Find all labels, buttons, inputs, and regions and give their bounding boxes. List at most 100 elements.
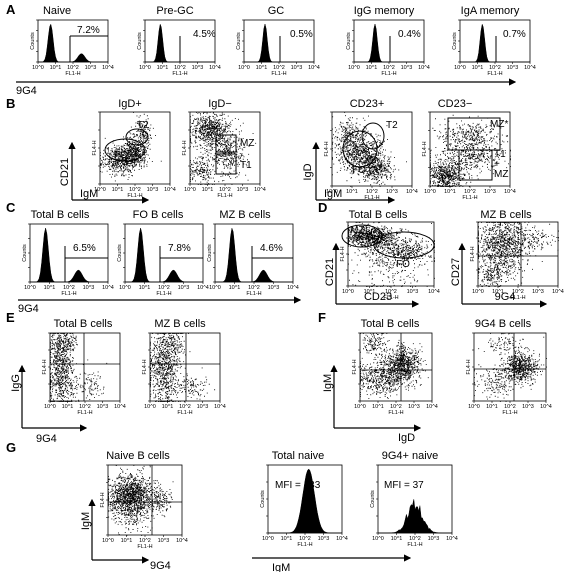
panel-b-left-x-label: IgM [80,188,98,200]
x-axis-small-label: FL1-H [127,193,142,199]
y-axis-small-label: Counts [236,32,242,50]
x-tick-label: 10^0 [94,187,106,193]
panel-letter-c: C [6,200,16,215]
gate-label-plus: + [494,159,500,170]
x-tick-label: 10^2 [409,536,421,542]
x-axis-small-label: FL1-H [61,291,76,297]
x-tick-label: 10^3 [158,538,170,544]
gate-fo [104,138,146,162]
x-tick-label: 10^2 [179,404,191,410]
panel-b-title-3: CD23+ [350,98,385,110]
plot-frame [243,19,315,63]
x-tick-label: 10^0 [44,404,56,410]
x-tick-label: 10^2 [299,536,311,542]
x-tick-label: 10^1 [391,536,403,542]
x-tick-label: 10^3 [192,65,204,71]
x-tick-label: 10^0 [342,289,354,295]
panel-e: Total B cells 10^0 10^1 10^2 10^3 10^4 FL1-H F… [10,318,226,445]
histogram-fill [125,227,203,283]
x-tick-label: 10^1 [112,187,124,193]
histogram-fill [268,468,342,534]
gate-label-fo: FO [352,165,366,176]
histogram: 10^0 10^1 10^2 10^3 10^4 FL1-H Counts [22,223,114,297]
panel-a: Naive 10^0 10^1 10^2 10^3 10^4 FL1-H Counts 7.… [16,5,536,97]
x-axis-small-label: FL1-H [177,410,192,416]
scatter-dots [150,333,216,402]
x-axis-small-label: FL1-H [487,71,502,77]
gate-label-mz: MZ [240,138,254,149]
gate-label-t1: T1 [494,149,506,160]
y-axis-small-label: FL4-H [182,140,188,155]
x-tick-label: 10^0 [102,538,114,544]
gate-t2 [125,128,149,146]
x-tick-label: 10^1 [472,65,484,71]
histogram: 10^0 10^1 10^2 10^3 10^4 FL1-H Counts [346,19,430,77]
panel-a-title-3: GC [268,5,285,17]
x-tick-label: 10^1 [157,65,169,71]
y-axis-small-label: FL4-H [470,246,476,261]
y-axis-small-label: FL4-H [142,359,148,374]
x-tick-label: 10^1 [372,404,384,410]
mfi-label-1: MFI = 133 [275,480,321,491]
panel-e-title-1: Total B cells [54,318,113,330]
panel-f-y-label: IgM [322,374,334,392]
scatter-plot: 10^0 10^1 10^2 10^3 10^4 FL1-H FL4-H [324,111,418,201]
x-tick-label: 10^2 [158,285,170,291]
percent-label: 7.8% [168,243,191,254]
panel-b-right-x-label: IgM [324,188,342,200]
x-tick-label: 10^1 [256,65,268,71]
panel-b-title-4: CD23− [438,98,473,110]
panel-d-title-2: MZ B cells [480,209,532,221]
panel-a-title-5: IgA memory [461,5,520,17]
scatter-dots [108,465,174,536]
panel-g: Naive B cells 10^0 10^1 10^2 10^3 10^4 FL1-H F… [80,450,458,572]
x-tick-label: 10^1 [44,285,56,291]
x-tick-label: 10^4 [102,65,114,71]
x-tick-label: 10^0 [144,404,156,410]
x-tick-label: 10^3 [85,65,97,71]
x-axis-small-label: FL1-H [77,410,92,416]
gate-t2 [361,122,385,150]
x-axis-small-label: FL1-H [502,410,517,416]
x-axis-small-label: FL1-H [510,295,525,301]
y-axis-small-label: Counts [30,32,36,50]
scatter-plot: 10^0 10^1 10^2 10^3 10^4 FL1-H FL4-H [100,464,188,550]
panel-e-x-label: 9G4 [36,433,57,445]
x-tick-label: 10^0 [454,65,466,71]
panel-a-big-axis-label: 9G4 [16,85,37,97]
x-tick-label: 10^2 [366,189,378,195]
x-tick-label: 10^2 [504,404,516,410]
y-axis-small-label: Counts [207,244,213,262]
x-axis-small-label: FL1-H [156,291,171,297]
x-tick-label: 10^1 [444,189,456,195]
x-tick-label: 10^2 [174,65,186,71]
x-axis-small-label: FL1-H [383,295,398,301]
x-tick-label: 10^0 [24,285,36,291]
x-tick-label: 10^3 [386,189,398,195]
y-axis-small-label: Counts [370,490,376,508]
gate-t1 [215,153,237,175]
scatter-dots [50,333,108,402]
x-tick-label: 10^2 [67,65,79,71]
x-tick-label: 10^4 [406,189,418,195]
x-tick-label: 10^3 [197,404,209,410]
x-tick-label: 10^1 [139,285,151,291]
percent-label: 4.5% [193,29,216,40]
x-tick-label: 10^4 [446,536,458,542]
gate-label-fo: FO [114,150,128,161]
histogram: 10^0 10^1 10^2 10^3 10^4 FL1-H Counts [117,223,209,297]
panel-e-y-label: IgG [10,374,22,392]
x-tick-label: 10^3 [407,289,419,295]
y-axis-small-label: Counts [117,244,123,262]
x-tick-label: 10^4 [524,65,536,71]
gate-label-fo: FO [396,259,410,270]
histogram: 10^0 10^1 10^2 10^3 10^4 FL1-H Counts [30,19,114,77]
x-axis-small-label: FL1-H [137,544,152,550]
panel-c-title-3: MZ B cells [219,209,271,221]
y-axis-small-label: Counts [260,490,266,508]
scatter-dots [100,112,162,182]
histogram-fill [378,499,452,534]
scatter-dots [430,114,511,187]
